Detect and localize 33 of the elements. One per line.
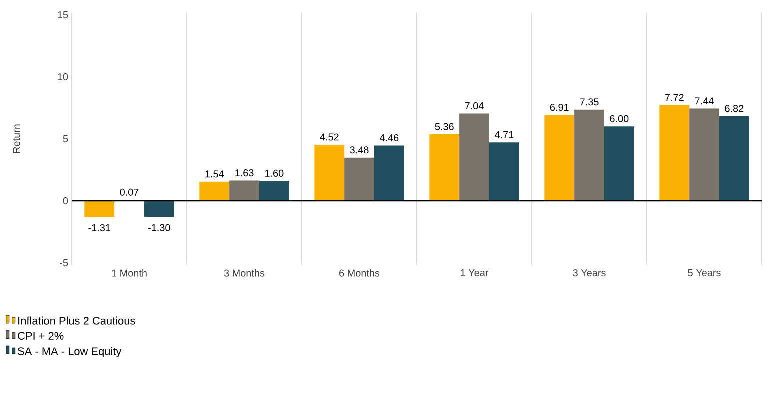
- y-tick-label: 15: [58, 12, 68, 18]
- data-label: -1.31: [88, 224, 110, 232]
- y-tick-label: 10: [58, 73, 68, 81]
- y-tick-label: -5: [60, 260, 68, 266]
- data-label: 5.36: [435, 123, 454, 130]
- data-label: 4.46: [380, 134, 399, 142]
- y-tick-label: 5: [63, 136, 68, 142]
- data-label: 7.72: [665, 94, 684, 102]
- x-tick-label: 1 Year: [461, 270, 489, 276]
- x-tick-label: 5 Years: [688, 270, 721, 276]
- x-tick-label: 3 Years: [573, 270, 606, 277]
- data-label: 1.60: [265, 170, 284, 177]
- data-label: 1.63: [236, 170, 254, 177]
- data-label: 3.48: [350, 146, 369, 154]
- legend-label: SA - MA - Low Equity: [18, 347, 122, 358]
- data-label: 6.00: [610, 115, 629, 122]
- legend-label: CPI + 2%: [18, 332, 64, 340]
- data-label: 0.07: [120, 188, 139, 196]
- y-tick-label: 0: [63, 197, 68, 205]
- data-label: 6.91: [550, 104, 569, 112]
- data-label: 7.35: [580, 98, 599, 106]
- data-label: 4.71: [494, 132, 514, 138]
- data-label: 7.04: [465, 102, 484, 110]
- x-tick-label: 6 Months: [340, 270, 380, 277]
- data-label: 7.44: [695, 98, 714, 105]
- data-label: -1.30: [148, 224, 170, 232]
- y-axis-title: Return: [13, 124, 20, 154]
- x-tick-label: 3 Months: [224, 270, 265, 277]
- data-label: 1.54: [206, 170, 224, 178]
- x-tick-label: 1 Month: [112, 270, 147, 277]
- data-label: 4.52: [320, 134, 339, 141]
- legend-label: Inflation Plus 2 Cautious: [18, 316, 136, 325]
- data-label: 6.82: [725, 105, 744, 112]
